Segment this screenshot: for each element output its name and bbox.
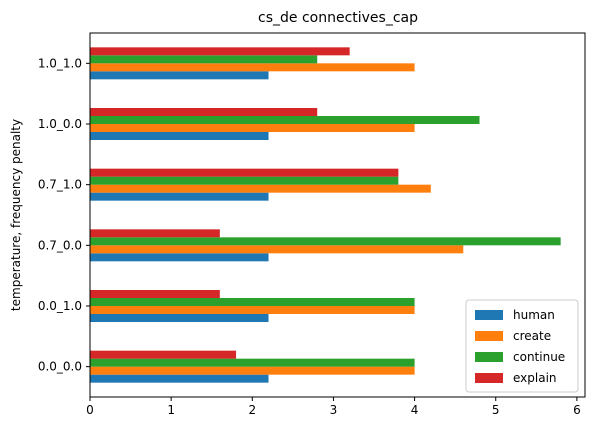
chart-title: cs_de connectives_cap: [258, 10, 418, 26]
bar-explain-1.0_0.0: [90, 108, 318, 116]
y-tick-label: 1.0_1.0: [38, 56, 82, 70]
bar-create-0.7_0.0: [90, 245, 464, 254]
bar-create-0.7_1.0: [90, 184, 431, 193]
legend-label-human: human: [513, 308, 555, 322]
y-tick-label: 0.0_0.0: [38, 360, 82, 374]
legend-swatch-continue: [475, 352, 503, 362]
bar-continue-0.7_1.0: [90, 176, 399, 185]
bar-continue-0.0_0.0: [90, 358, 415, 367]
legend-box: [465, 299, 579, 393]
bar-create-0.0_1.0: [90, 306, 415, 314]
bar-create-0.0_0.0: [90, 366, 415, 375]
legend-swatch-human: [475, 310, 503, 320]
x-tick-label: 0: [86, 403, 94, 417]
x-tick-label: 5: [492, 403, 500, 417]
bar-human-0.7_0.0: [90, 253, 269, 262]
bar-explain-1.0_1.0: [90, 47, 350, 56]
y-tick-label: 1.0_0.0: [38, 117, 82, 131]
x-tick-label: 6: [573, 403, 581, 417]
legend-label-explain: explain: [513, 371, 557, 385]
legend-label-create: create: [513, 329, 551, 343]
x-axis-ticks: 0 1 2 3 4 5 6: [86, 397, 581, 417]
y-axis-label: temperature, frequency penalty: [9, 119, 23, 311]
legend: human create continue explain: [465, 299, 579, 393]
bar-explain-0.0_1.0: [90, 290, 220, 298]
bar-human-1.0_1.0: [90, 71, 269, 80]
x-tick-label: 3: [330, 403, 338, 417]
bar-continue-1.0_0.0: [90, 116, 480, 124]
y-tick-label: 0.0_1.0: [38, 299, 82, 313]
y-tick-label: 0.7_1.0: [38, 178, 82, 192]
y-tick-label: 0.7_0.0: [38, 238, 82, 252]
bar-human-0.0_0.0: [90, 374, 269, 383]
bar-human-1.0_0.0: [90, 132, 269, 140]
bars-group: [90, 47, 561, 383]
x-tick-label: 4: [411, 403, 419, 417]
plot-frame: [89, 32, 586, 398]
bar-continue-1.0_1.0: [90, 55, 318, 64]
x-tick-label: 2: [248, 403, 256, 417]
y-axis-ticks: 0.0_0.0 0.0_1.0 0.7_0.0 0.7_1.0 1.0_0.0 1.0_1…: [38, 56, 90, 374]
bar-continue-0.7_0.0: [90, 237, 561, 246]
bar-human-0.0_1.0: [90, 314, 269, 322]
bar-explain-0.7_0.0: [90, 229, 220, 238]
legend-swatch-create: [475, 331, 503, 341]
x-tick-label: 1: [167, 403, 175, 417]
legend-label-continue: continue: [513, 350, 565, 364]
bar-explain-0.7_1.0: [90, 168, 399, 177]
bar-create-1.0_1.0: [90, 63, 415, 72]
bar-create-1.0_0.0: [90, 124, 415, 132]
bar-continue-0.0_1.0: [90, 298, 415, 306]
legend-swatch-explain: [475, 373, 503, 383]
bar-human-0.7_1.0: [90, 192, 269, 201]
bar-explain-0.0_0.0: [90, 350, 237, 359]
